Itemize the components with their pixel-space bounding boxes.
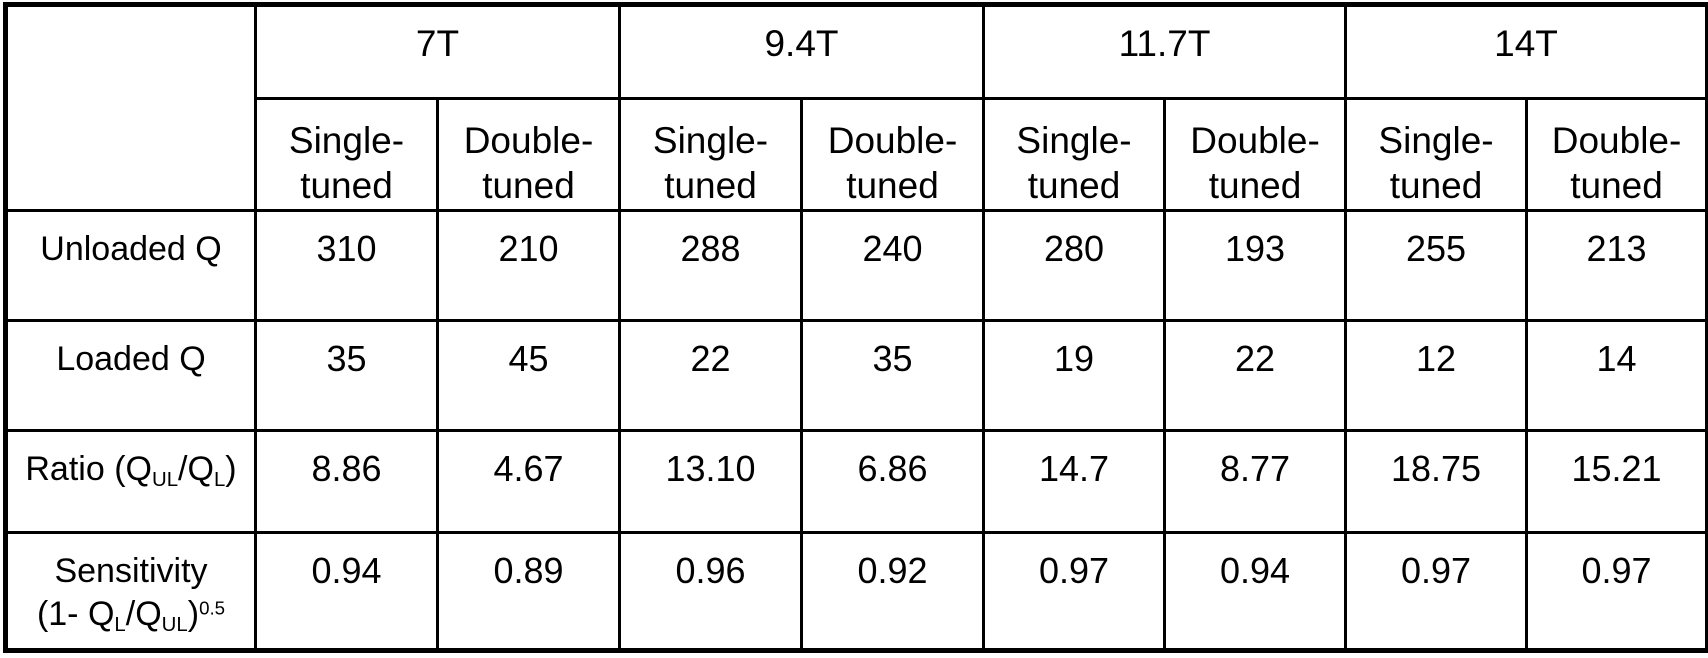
tuned-header-line2: tuned — [1208, 165, 1302, 207]
subscript-ul: UL — [161, 613, 188, 636]
tuned-header-11-7t-double: Double- tuned — [1163, 97, 1348, 212]
row-label-ratio: Ratio (QUL/QL) — [4, 429, 257, 534]
value-cell: 14.7 — [982, 429, 1167, 534]
sensitivity-formula-open: (1- Q — [36, 594, 115, 633]
value-cell: 0.96 — [618, 531, 803, 652]
sensitivity-label-line2: (1- QL/QUL)0.5 — [8, 593, 254, 639]
tuned-header-line2: tuned — [1570, 165, 1663, 207]
ratio-label-divider: /Q — [178, 450, 214, 488]
value-cell: 13.10 — [618, 429, 803, 534]
value-cell: 15.21 — [1525, 429, 1708, 534]
tuned-header-line1: Double- — [1551, 120, 1682, 161]
value-cell: 0.97 — [1525, 531, 1708, 652]
ratio-label-close: ) — [225, 450, 237, 488]
corner-cell — [4, 3, 257, 212]
row-label-sensitivity: Sensitivity (1- QL/QUL)0.5 — [4, 531, 257, 652]
tuned-header-9-4t-double: Double- tuned — [799, 97, 986, 212]
tuned-header-11-7t-single: Single- tuned — [982, 97, 1167, 212]
value-cell: 4.67 — [436, 429, 621, 534]
subscript-l: L — [213, 469, 226, 492]
sensitivity-label-line1: Sensitivity — [54, 552, 208, 590]
table-row-ratio: Ratio (QUL/QL) 8.86 4.67 13.10 6.86 14.7… — [4, 429, 1708, 534]
tuned-header-line2: tuned — [300, 165, 393, 207]
tuned-header-7t-double: Double- tuned — [436, 97, 621, 212]
row-label-unloaded-q: Unloaded Q — [4, 209, 257, 322]
value-cell: 255 — [1344, 209, 1529, 322]
value-cell: 193 — [1163, 209, 1348, 322]
sensitivity-formula-divider: /Q — [125, 594, 162, 633]
value-cell: 18.75 — [1344, 429, 1529, 534]
tuned-header-line1: Double- — [827, 120, 958, 161]
tuned-header-7t-single: Single- tuned — [254, 97, 439, 212]
value-cell: 310 — [254, 209, 439, 322]
value-cell: 22 — [1163, 319, 1348, 432]
tuned-header-line1: Single- — [1378, 120, 1494, 161]
value-cell: 35 — [799, 319, 986, 432]
value-cell: 6.86 — [799, 429, 986, 534]
value-cell: 19 — [982, 319, 1167, 432]
field-header-9-4t: 9.4T — [617, 3, 986, 100]
value-cell: 210 — [436, 209, 621, 322]
value-cell: 12 — [1344, 319, 1529, 432]
value-cell: 14 — [1525, 319, 1708, 432]
table-row-loaded-q: Loaded Q 35 45 22 35 19 22 12 14 — [4, 319, 1708, 432]
tuned-header-14t-double: Double- tuned — [1525, 97, 1708, 212]
tuned-header-line2: tuned — [1389, 165, 1483, 207]
tuned-header-line2: tuned — [846, 165, 939, 207]
table-row-tuned-types: Single- tuned Double- tuned Single- tune… — [6, 97, 1708, 212]
table-row-sensitivity: Sensitivity (1- QL/QUL)0.5 0.94 0.89 0.9… — [4, 531, 1708, 652]
value-cell: 288 — [618, 209, 803, 322]
value-cell: 0.97 — [1344, 531, 1529, 652]
tuned-header-line1: Double- — [1190, 120, 1320, 161]
value-cell: 0.94 — [254, 531, 439, 652]
tuned-header-line2: tuned — [482, 165, 575, 207]
tuned-header-line1: Double- — [463, 120, 594, 161]
value-cell: 213 — [1525, 209, 1708, 322]
tuned-header-line2: tuned — [1027, 165, 1121, 207]
value-cell: 0.89 — [436, 531, 621, 652]
tuned-header-line1: Single- — [652, 120, 769, 161]
tuned-header-line1: Single- — [288, 120, 405, 161]
table-row-field-strengths: 7T 9.4T 11.7T 14T — [4, 3, 1708, 212]
field-header-11-7t: 11.7T — [982, 3, 1348, 100]
value-cell: 0.94 — [1163, 531, 1348, 652]
field-header-7t: 7T — [254, 3, 621, 100]
subscript-l: L — [114, 613, 126, 636]
tuned-header-14t-single: Single- tuned — [1344, 97, 1529, 212]
subscript-ul: UL — [151, 469, 179, 492]
value-cell: 45 — [436, 319, 621, 432]
tuned-header-line1: Single- — [1016, 120, 1132, 161]
ratio-label-text: Ratio (Q — [25, 450, 152, 488]
value-cell: 0.97 — [982, 531, 1167, 652]
tuned-header-line2: tuned — [664, 165, 757, 207]
superscript-exponent: 0.5 — [199, 597, 226, 619]
row-label-loaded-q: Loaded Q — [4, 319, 257, 432]
sensitivity-formula-close: ) — [187, 594, 200, 633]
table-row-unloaded-q: Unloaded Q 310 210 288 240 280 193 255 2… — [4, 209, 1708, 322]
value-cell: 0.92 — [799, 531, 986, 652]
value-cell: 8.86 — [254, 429, 439, 534]
value-cell: 280 — [982, 209, 1167, 322]
field-header-14t: 14T — [1344, 3, 1708, 100]
value-cell: 35 — [254, 319, 439, 432]
q-factor-table: 7T 9.4T 11.7T 14T Single- tuned Double- … — [3, 2, 1708, 653]
value-cell: 22 — [618, 319, 803, 432]
value-cell: 240 — [799, 209, 986, 322]
value-cell: 8.77 — [1163, 429, 1348, 534]
tuned-header-9-4t-single: Single- tuned — [618, 97, 803, 212]
